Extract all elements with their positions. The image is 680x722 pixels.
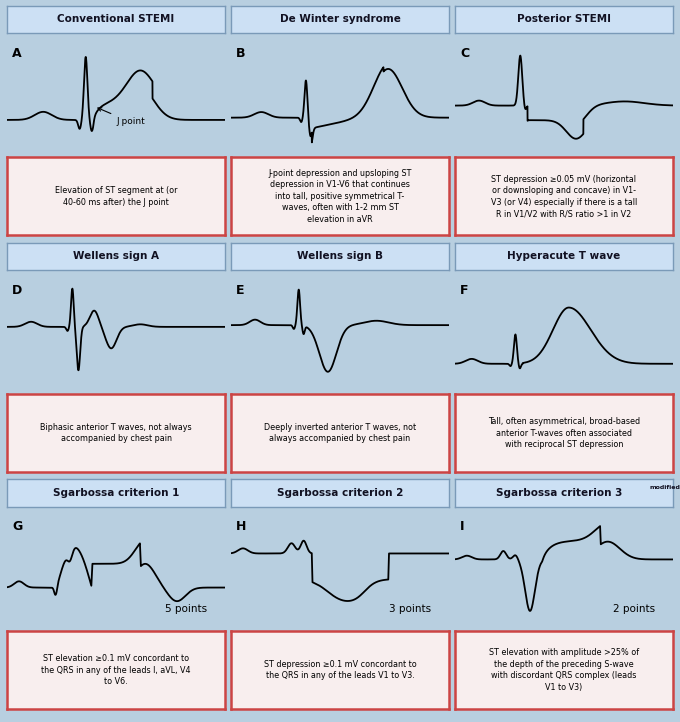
Text: J point: J point [98, 108, 145, 126]
Text: Sgarbossa criterion 2: Sgarbossa criterion 2 [277, 488, 403, 498]
Text: ST elevation ≥0.1 mV concordant to
the QRS in any of the leads I, aVL, V4
to V6.: ST elevation ≥0.1 mV concordant to the Q… [41, 654, 191, 686]
Text: De Winter syndrome: De Winter syndrome [279, 14, 401, 25]
Text: Tall, often asymmetrical, broad-based
anterior T-waves often associated
with rec: Tall, often asymmetrical, broad-based an… [488, 417, 640, 449]
Text: Elevation of ST segment at (or
40-60 ms after) the J point: Elevation of ST segment at (or 40-60 ms … [55, 186, 177, 206]
Text: G: G [12, 521, 22, 534]
Text: B: B [236, 47, 245, 60]
Text: 2 points: 2 points [613, 604, 655, 614]
Text: Sgarbossa criterion 1: Sgarbossa criterion 1 [53, 488, 180, 498]
Text: D: D [12, 284, 22, 297]
Text: Wellens sign A: Wellens sign A [73, 251, 159, 261]
Text: 5 points: 5 points [165, 604, 207, 614]
Text: ST depression ≥0.05 mV (horizontal
or downsloping and concave) in V1-
V3 (or V4): ST depression ≥0.05 mV (horizontal or do… [491, 175, 637, 218]
Text: Biphasic anterior T waves, not always
accompanied by chest pain: Biphasic anterior T waves, not always ac… [40, 423, 192, 443]
Text: Hyperacute T wave: Hyperacute T wave [507, 251, 621, 261]
Text: ST depression ≥0.1 mV concordant to
the QRS in any of the leads V1 to V3.: ST depression ≥0.1 mV concordant to the … [264, 660, 416, 680]
Text: Conventional STEMI: Conventional STEMI [57, 14, 175, 25]
Text: A: A [12, 47, 22, 60]
Text: Posterior STEMI: Posterior STEMI [517, 14, 611, 25]
Text: Wellens sign B: Wellens sign B [297, 251, 383, 261]
Text: modified: modified [649, 484, 680, 490]
Text: J-point depression and upsloping ST
depression in V1-V6 that continues
into tall: J-point depression and upsloping ST depr… [269, 169, 411, 224]
Text: ST elevation with amplitude >25% of
the depth of the preceding S-wave
with disco: ST elevation with amplitude >25% of the … [489, 648, 639, 692]
Text: Sgarbossa criterion 3: Sgarbossa criterion 3 [496, 488, 623, 498]
Text: F: F [460, 284, 469, 297]
Text: Deeply inverted anterior T waves, not
always accompanied by chest pain: Deeply inverted anterior T waves, not al… [264, 423, 416, 443]
Text: C: C [460, 47, 469, 60]
Text: H: H [236, 521, 247, 534]
Text: 3 points: 3 points [389, 604, 431, 614]
Text: I: I [460, 521, 464, 534]
Text: E: E [236, 284, 245, 297]
